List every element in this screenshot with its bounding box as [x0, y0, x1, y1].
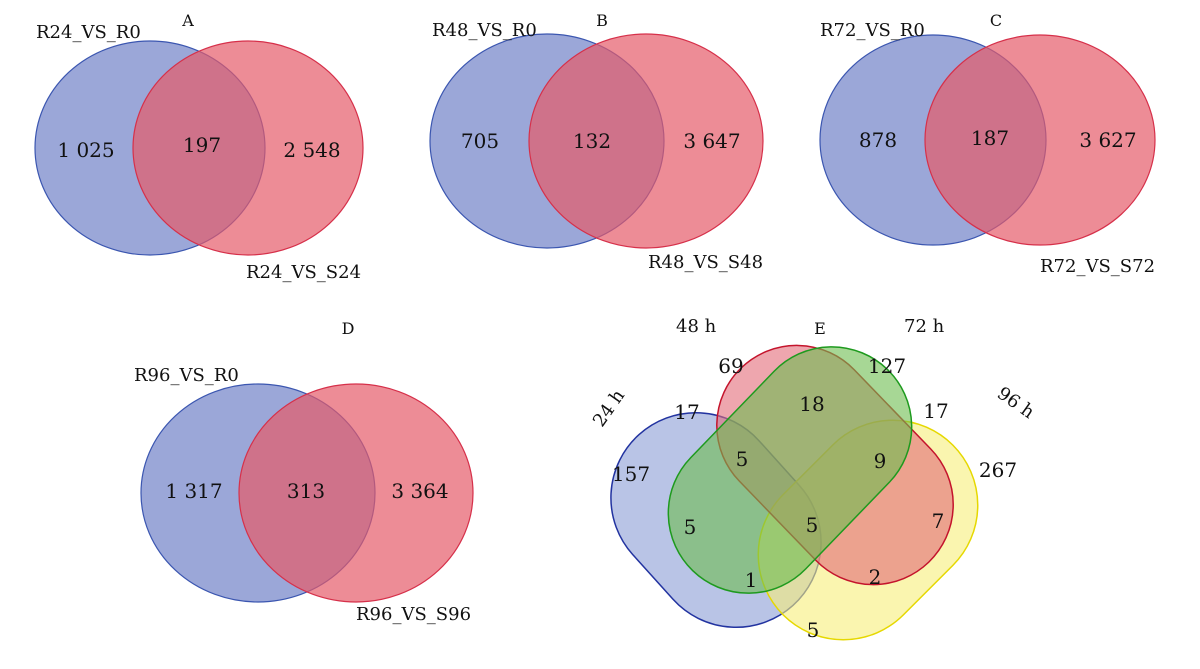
right-only-count: 3 647 [683, 129, 740, 153]
region-24h-96h: 5 [807, 618, 820, 642]
panel-a: A R24_VS_R0 R24_VS_S24 1 025 197 2 548 [34, 11, 364, 283]
region-24h-72h: 5 [684, 515, 697, 539]
set-label-right: R72_VS_S72 [1040, 256, 1155, 277]
set-shape-72h [667, 346, 913, 594]
overlap-count: 132 [573, 129, 611, 153]
region-only-48h: 69 [718, 354, 743, 378]
set-label-right: R96_VS_S96 [356, 604, 471, 625]
panel-letter: C [990, 11, 1002, 30]
set-label-48h: 48 h [676, 316, 717, 337]
region-24h-48h-96h: 2 [869, 565, 882, 589]
region-only-96h: 267 [979, 458, 1017, 482]
set-label-right: R48_VS_S48 [648, 252, 763, 273]
overlap-count: 187 [971, 126, 1009, 150]
panel-letter: B [596, 11, 608, 30]
set-label-left: R24_VS_R0 [36, 22, 141, 43]
set-circle-r24-vs-s24 [132, 40, 364, 256]
right-only-count: 2 548 [283, 138, 340, 162]
region-24h-72h-96h: 1 [745, 568, 758, 592]
set-label-24h: 24 h [589, 386, 630, 431]
set-label-72h: 72 h [904, 316, 945, 337]
set-label-left: R48_VS_R0 [432, 20, 537, 41]
panel-letter: A [181, 11, 194, 30]
region-all-four: 5 [806, 513, 819, 537]
region-48h-72h: 18 [799, 392, 824, 416]
panel-letter: E [814, 319, 826, 338]
region-72h-96h: 17 [923, 399, 948, 423]
panel-d: D R96_VS_R0 R96_VS_S96 1 317 313 3 364 [134, 319, 474, 625]
overlap-count: 197 [183, 133, 221, 157]
panel-e: E 24 h 48 h 72 h 96 h 157 69 127 267 17 … [589, 316, 1039, 642]
overlap-count: 313 [287, 479, 325, 503]
left-only-count: 1 025 [57, 138, 114, 162]
panel-letter: D [342, 319, 355, 338]
left-only-count: 878 [859, 128, 897, 152]
region-48h-72h-96h: 9 [874, 449, 887, 473]
set-label-left: R96_VS_R0 [134, 365, 239, 386]
region-only-72h: 127 [868, 354, 906, 378]
set-label-right: R24_VS_S24 [246, 262, 361, 283]
set-circle-r72-vs-s72 [924, 34, 1156, 246]
region-48h-96h: 7 [932, 509, 945, 533]
panel-b: B R48_VS_R0 R48_VS_S48 705 132 3 647 [429, 11, 764, 273]
set-label-96h: 96 h [993, 383, 1038, 424]
left-only-count: 1 317 [165, 479, 222, 503]
left-only-count: 705 [461, 129, 499, 153]
set-label-left: R72_VS_R0 [820, 20, 925, 41]
region-only-24h: 157 [612, 462, 650, 486]
panel-c: C R72_VS_R0 R72_VS_S72 878 187 3 627 [819, 11, 1156, 277]
set-circle-r48-vs-s48 [528, 33, 764, 249]
region-24h-48h-72h: 5 [736, 447, 749, 471]
right-only-count: 3 364 [391, 479, 448, 503]
region-24h-48h: 17 [674, 400, 699, 424]
set-circle-r96-vs-s96 [238, 383, 474, 603]
right-only-count: 3 627 [1079, 128, 1136, 152]
